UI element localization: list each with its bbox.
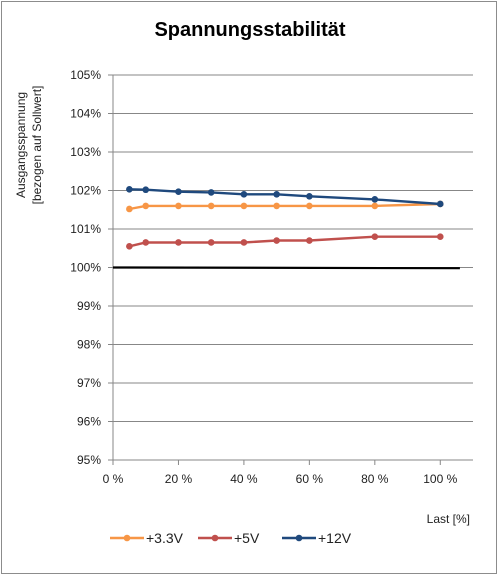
data-point-5V bbox=[436, 233, 444, 240]
tick-labels: 95% 96% 97% 98% 99% 100% 101% 102% 103% 104% 105% 0… bbox=[70, 68, 457, 486]
y-tick-label: 95% bbox=[77, 453, 101, 467]
gridlines bbox=[113, 74, 473, 422]
y-tick-label: 100% bbox=[70, 261, 101, 275]
legend: +3.3V +5V +12V bbox=[110, 530, 352, 546]
data-point-12V bbox=[207, 189, 215, 196]
y-axis-label-line-2: [bezogen auf Sollwert] bbox=[30, 86, 44, 205]
data-point-5V bbox=[175, 239, 182, 246]
legend-marker-5V bbox=[211, 534, 219, 542]
y-tick-label: 104% bbox=[70, 107, 101, 121]
y-axis-label-line-1: Ausgangsspannung bbox=[14, 92, 28, 198]
data-point-33V bbox=[175, 202, 182, 210]
reference-line-100 bbox=[112, 266, 460, 270]
data-point-5V bbox=[207, 239, 215, 246]
y-axis-label: Ausgangsspannung [bezogen auf Sollwert] bbox=[14, 86, 44, 205]
data-point-12V bbox=[436, 200, 444, 208]
data-point-5V bbox=[142, 239, 150, 246]
x-tick-label: 80 % bbox=[361, 472, 389, 486]
legend-label-12V: +12V bbox=[318, 530, 352, 546]
data-point-12V bbox=[142, 186, 150, 194]
data-point-12V bbox=[306, 192, 313, 200]
data-point-12V bbox=[371, 196, 379, 203]
series-lines bbox=[112, 186, 460, 270]
x-tick-label: 100 % bbox=[423, 472, 457, 486]
data-point-33V bbox=[126, 205, 133, 213]
data-point-12V bbox=[175, 188, 182, 195]
axes bbox=[108, 74, 473, 465]
legend-marker-12V bbox=[295, 534, 303, 542]
y-tick-label: 102% bbox=[70, 184, 101, 198]
legend-label-5V: +5V bbox=[234, 530, 260, 546]
data-point-5V bbox=[240, 239, 248, 246]
x-axis-label: Last [%] bbox=[427, 512, 470, 526]
y-tick-label: 99% bbox=[77, 299, 101, 313]
data-point-33V bbox=[142, 202, 150, 210]
data-point-33V bbox=[273, 202, 280, 210]
x-tick-label: 20 % bbox=[165, 472, 193, 486]
legend-marker-33V bbox=[123, 534, 131, 542]
y-tick-label: 101% bbox=[70, 222, 101, 236]
data-point-5V bbox=[371, 233, 379, 240]
y-tick-label: 97% bbox=[77, 376, 101, 390]
data-point-33V bbox=[207, 202, 215, 210]
legend-label-33V: +3.3V bbox=[146, 530, 184, 546]
y-tick-label: 103% bbox=[70, 145, 101, 159]
data-point-12V bbox=[240, 191, 248, 198]
x-tick-label: 0 % bbox=[103, 472, 124, 486]
data-point-33V bbox=[306, 202, 313, 210]
y-tick-label: 98% bbox=[77, 338, 101, 352]
y-tick-label: 96% bbox=[77, 415, 101, 429]
data-point-33V bbox=[240, 202, 248, 210]
y-tick-label: 105% bbox=[70, 68, 101, 82]
chart-title: Spannungsstabilität bbox=[154, 19, 345, 41]
data-point-5V bbox=[273, 237, 280, 244]
data-point-12V bbox=[273, 191, 280, 198]
x-tick-label: 60 % bbox=[296, 472, 324, 486]
data-point-12V bbox=[126, 186, 133, 193]
x-tick-label: 40 % bbox=[230, 472, 258, 486]
data-point-5V bbox=[126, 243, 133, 250]
data-point-5V bbox=[306, 237, 313, 244]
data-point-33V bbox=[371, 202, 379, 210]
